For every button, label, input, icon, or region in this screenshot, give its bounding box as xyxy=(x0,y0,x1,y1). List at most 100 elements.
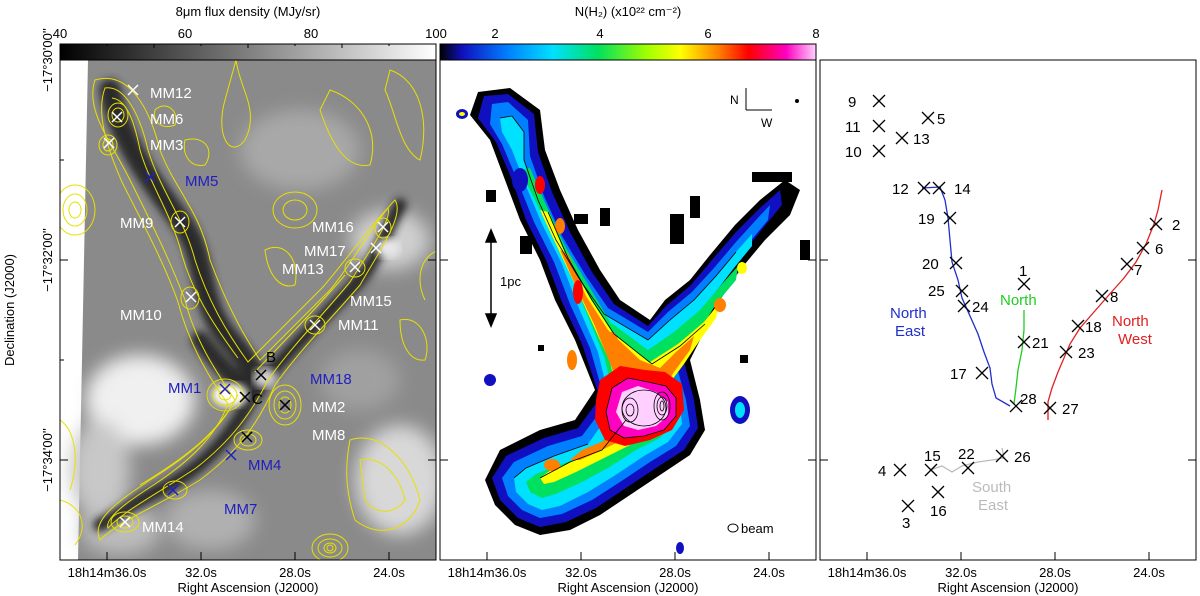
panel-8um-xtick-0: 18h14m36.0s xyxy=(68,565,147,580)
panel-8um-xlabel: Right Ascension (J2000) xyxy=(178,580,319,595)
label-mm8: MM8 xyxy=(312,427,345,444)
label-mm14: MM14 xyxy=(142,519,184,536)
label-mm13: MM13 xyxy=(282,261,324,278)
clump-14: 14 xyxy=(954,181,971,198)
clump-number-labels: 9 5 11 13 10 12 14 19 2 6 20 7 1 25 24 8… xyxy=(845,94,1180,532)
colorbar-8um-tick-100: 100 xyxy=(425,26,447,41)
beam-label: beam xyxy=(741,521,774,536)
branch-north-east-line1: North xyxy=(890,305,927,322)
clump-8: 8 xyxy=(1110,289,1118,306)
branch-north-east-line2: East xyxy=(895,323,926,340)
clump-1: 1 xyxy=(1019,263,1027,280)
clump-4: 4 xyxy=(878,463,886,480)
clump-23: 23 xyxy=(1078,345,1095,362)
panel-skeleton-axis-ticks xyxy=(820,59,1196,560)
clump-16: 16 xyxy=(930,503,947,520)
clump-27: 27 xyxy=(1062,401,1079,418)
clump-20: 20 xyxy=(922,256,939,273)
panel-8um-ytick-2: −17°34'00'' xyxy=(40,428,55,492)
panel-8um-source-labels: MM12 MM6 MM3 MM9 MM10 MM16 MM17 MM13 MM1… xyxy=(120,85,392,536)
colorbar-8um-ticks xyxy=(106,44,390,48)
compass xyxy=(745,88,799,111)
panel-nh2-xtick-0: 18h14m36.0s xyxy=(448,565,527,580)
label-mm10: MM10 xyxy=(120,307,162,324)
label-b: B xyxy=(266,349,276,366)
colorbar-8um-tick-60: 60 xyxy=(178,26,192,41)
clump-10: 10 xyxy=(845,144,862,161)
panel-8um-xtick-3: 24.0s xyxy=(373,565,405,580)
beam-ellipse xyxy=(727,523,739,533)
panel-8um-frame xyxy=(59,59,437,561)
clump-24: 24 xyxy=(972,299,989,316)
skeleton-north-east xyxy=(921,186,1011,407)
grayscale-image xyxy=(60,60,436,560)
skeleton-north-west xyxy=(1047,189,1163,420)
label-mm9: MM9 xyxy=(120,215,153,232)
label-mm5: MM5 xyxy=(185,173,218,190)
branch-labels: North East North North West South East xyxy=(890,292,1153,514)
clump-13: 13 xyxy=(913,131,930,148)
branch-north-west-line1: North xyxy=(1112,313,1149,330)
label-mm17: MM17 xyxy=(304,243,346,260)
label-mm4: MM4 xyxy=(248,457,281,474)
panel-nh2-frame xyxy=(439,59,817,561)
skeleton-north xyxy=(1013,310,1025,405)
clump-9: 9 xyxy=(848,94,856,111)
clump-25: 25 xyxy=(928,283,945,300)
column-density-map xyxy=(440,60,816,560)
scale-bar-label: 1pc xyxy=(500,274,521,289)
panel-8um-image: 8μm flux density (MJy/sr) 40 60 80 100 xyxy=(2,4,447,595)
panel-skeleton: 18h14m36.0s 32.0s 28.0s 24.0s Right Asce… xyxy=(819,59,1197,595)
label-mm2: MM2 xyxy=(312,399,345,416)
panel-8um-ylabel: Declination (J2000) xyxy=(2,254,17,366)
label-mm1: MM1 xyxy=(168,380,201,397)
colorbar-8um-label: 8μm flux density (MJy/sr) xyxy=(176,4,321,19)
clump-3: 3 xyxy=(902,515,910,532)
panel-nh2-axis-ticks xyxy=(440,59,816,560)
label-mm6: MM6 xyxy=(150,111,183,128)
clump-22: 22 xyxy=(958,446,975,463)
panel-skeleton-xtick-0: 18h14m36.0s xyxy=(828,565,907,580)
panel-nh2-xtick-1: 32.0s xyxy=(565,565,597,580)
label-mm12: MM12 xyxy=(150,85,192,102)
clump-17: 17 xyxy=(950,366,967,383)
clump-11: 11 xyxy=(845,119,861,136)
panel-nh2-xtick-2: 28.0s xyxy=(659,565,691,580)
label-c: C xyxy=(252,391,263,408)
colorbar-8um-tick-80: 80 xyxy=(304,26,318,41)
colorbar-nh2-label: N(H₂) (x10²² cm⁻²) xyxy=(575,4,682,19)
clump-markers xyxy=(872,94,1163,513)
colorbar-nh2-tick-8: 8 xyxy=(812,26,819,41)
compass-n: N xyxy=(730,93,739,107)
panel-skeleton-xtick-2: 28.0s xyxy=(1039,565,1071,580)
clump-7: 7 xyxy=(1134,262,1142,279)
clump-18: 18 xyxy=(1085,319,1102,336)
clump-21: 21 xyxy=(1032,335,1049,352)
clump-26: 26 xyxy=(1014,449,1031,466)
colorbar-nh2 xyxy=(439,43,817,61)
label-mm11: MM11 xyxy=(338,317,379,334)
branch-north-west-line2: West xyxy=(1118,331,1153,348)
label-mm18: MM18 xyxy=(310,371,352,388)
panel-skeleton-xtick-3: 24.0s xyxy=(1133,565,1165,580)
scale-bar-1pc xyxy=(484,228,498,328)
clump-2: 2 xyxy=(1172,217,1180,234)
panel-8um-axis-ticks xyxy=(60,59,436,560)
panel-8um-ytick-0: −17°30'00'' xyxy=(40,28,55,92)
clump-5: 5 xyxy=(937,111,945,128)
clump-12: 12 xyxy=(892,181,909,198)
clump-28: 28 xyxy=(1020,391,1037,408)
clump-15: 15 xyxy=(924,448,941,465)
colorbar-8um-tick-40: 40 xyxy=(53,26,67,41)
colorbar-nh2-tick-2: 2 xyxy=(491,26,498,41)
label-mm7: MM7 xyxy=(224,501,257,518)
panel-8um-ytick-1: −17°32'00'' xyxy=(40,228,55,292)
skeleton-south-east xyxy=(929,447,1005,473)
panel-8um-source-markers xyxy=(103,84,389,528)
clump-19: 19 xyxy=(918,211,935,228)
panel-nh2-xtick-3: 24.0s xyxy=(753,565,785,580)
colorbar-nh2-tick-4: 4 xyxy=(596,26,603,41)
panel-8um-xtick-2: 28.0s xyxy=(279,565,311,580)
panel-8um-xtick-1: 32.0s xyxy=(185,565,217,580)
